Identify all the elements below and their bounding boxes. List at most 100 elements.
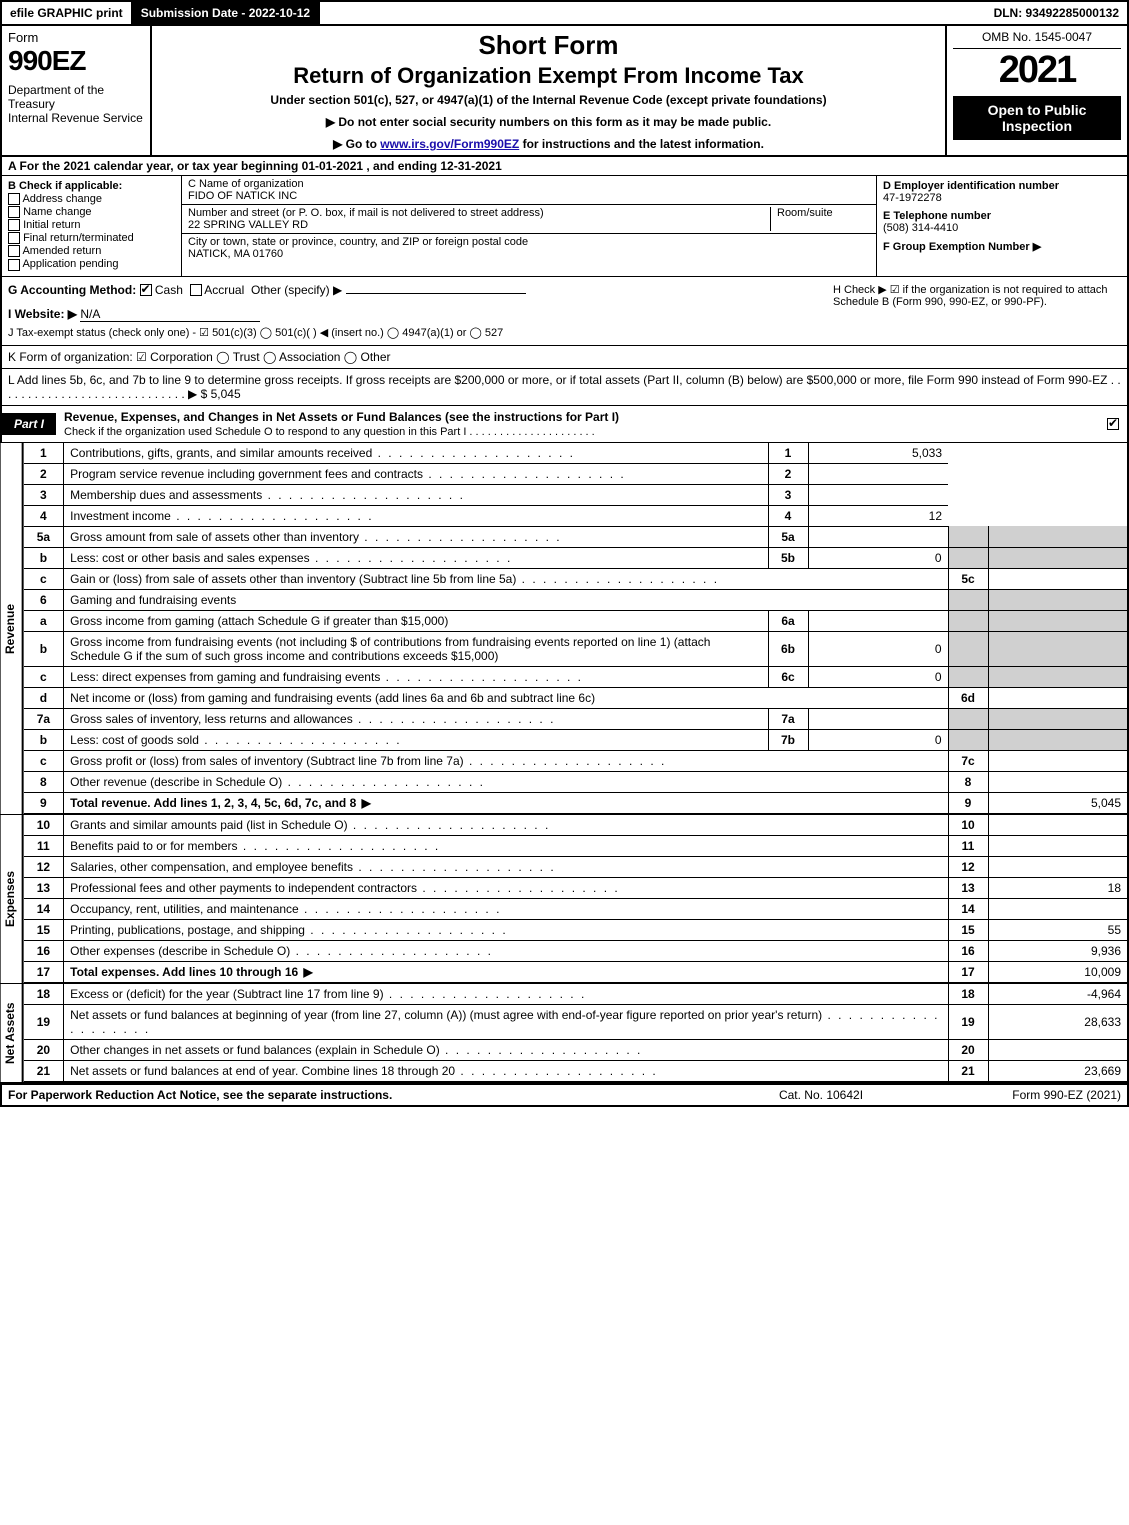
expenses-table: 10Grants and similar amounts paid (list … [24, 815, 1129, 983]
row-9: 9Total revenue. Add lines 1, 2, 3, 4, 5c… [24, 792, 1128, 813]
line-i: I Website: ▶ N/A [8, 307, 821, 322]
city-value: NATICK, MA 01760 [188, 248, 870, 260]
line-g: G Accounting Method: Cash Accrual Other … [8, 283, 821, 297]
efile-label[interactable]: efile GRAPHIC print [2, 2, 133, 24]
form-number: 990EZ [8, 45, 144, 77]
row-20: 20Other changes in net assets or fund ba… [24, 1039, 1128, 1060]
form-header: Form 990EZ Department of the Treasury In… [0, 26, 1129, 157]
row-1: 1Contributions, gifts, grants, and simil… [24, 443, 1128, 464]
submission-date: Submission Date - 2022-10-12 [133, 2, 320, 24]
part1-header: Part I Revenue, Expenses, and Changes in… [0, 406, 1129, 443]
footer-right: Form 990-EZ (2021) [921, 1088, 1121, 1102]
chk-final-return[interactable]: Final return/terminated [8, 232, 175, 244]
row-8: 8Other revenue (describe in Schedule O)8 [24, 771, 1128, 792]
city-label: City or town, state or province, country… [188, 236, 870, 248]
row-14: 14Occupancy, rent, utilities, and mainte… [24, 898, 1128, 919]
row-5c: cGain or (loss) from sale of assets othe… [24, 568, 1128, 589]
revenue-table: 1Contributions, gifts, grants, and simil… [24, 443, 1129, 814]
netassets-section: Net Assets 18Excess or (deficit) for the… [0, 984, 1129, 1084]
footer-center: Cat. No. 10642I [721, 1088, 921, 1102]
row-7b: bLess: cost of goods sold7b0 [24, 729, 1128, 750]
row-13: 13Professional fees and other payments t… [24, 877, 1128, 898]
row-7a: 7aGross sales of inventory, less returns… [24, 708, 1128, 729]
netassets-table: 18Excess or (deficit) for the year (Subt… [24, 984, 1129, 1082]
part1-checkbox[interactable] [1099, 413, 1127, 435]
row-12: 12Salaries, other compensation, and empl… [24, 856, 1128, 877]
chk-amended-return[interactable]: Amended return [8, 245, 175, 257]
header-center: Short Form Return of Organization Exempt… [152, 26, 947, 155]
part1-tag: Part I [2, 413, 56, 435]
line-k: K Form of organization: ☑ Corporation ◯ … [0, 346, 1129, 369]
part1-check-line: Check if the organization used Schedule … [64, 426, 595, 438]
row-16: 16Other expenses (describe in Schedule O… [24, 940, 1128, 961]
row-6: 6Gaming and fundraising events [24, 589, 1128, 610]
tel-label: E Telephone number [883, 210, 1121, 222]
org-name-label: C Name of organization [188, 178, 870, 190]
irs-link[interactable]: www.irs.gov/Form990EZ [380, 137, 519, 151]
row-15: 15Printing, publications, postage, and s… [24, 919, 1128, 940]
chk-name-change[interactable]: Name change [8, 206, 175, 218]
tax-year: 2021 [953, 49, 1121, 92]
box-b-header: B Check if applicable: [8, 180, 175, 192]
page-footer: For Paperwork Reduction Act Notice, see … [0, 1084, 1129, 1107]
org-name-cell: C Name of organization FIDO OF NATICK IN… [182, 176, 876, 205]
row-5a: 5aGross amount from sale of assets other… [24, 526, 1128, 547]
expenses-sidelabel: Expenses [0, 815, 24, 983]
row-10: 10Grants and similar amounts paid (list … [24, 815, 1128, 836]
row-6a: aGross income from gaming (attach Schedu… [24, 610, 1128, 631]
note2-pre: ▶ Go to [333, 137, 380, 151]
street-value: 22 SPRING VALLEY RD [188, 219, 770, 231]
website-label: I Website: ▶ [8, 307, 77, 321]
other-specify-input[interactable] [346, 293, 526, 294]
chk-address-change[interactable]: Address change [8, 193, 175, 205]
row-6c: cLess: direct expenses from gaming and f… [24, 666, 1128, 687]
box-b: B Check if applicable: Address change Na… [2, 176, 182, 276]
line-h: H Check ▶ ☑ if the organization is not r… [827, 277, 1127, 345]
row-3: 3Membership dues and assessments3 [24, 484, 1128, 505]
revenue-section: Revenue 1Contributions, gifts, grants, a… [0, 443, 1129, 815]
spacer [320, 2, 985, 24]
box-c: C Name of organization FIDO OF NATICK IN… [182, 176, 877, 276]
part1-title: Revenue, Expenses, and Changes in Net As… [56, 406, 1099, 442]
header-left: Form 990EZ Department of the Treasury In… [2, 26, 152, 155]
netassets-sidelabel: Net Assets [0, 984, 24, 1082]
ssn-warning: ▶ Do not enter social security numbers o… [160, 115, 937, 129]
tel-value: (508) 314-4410 [883, 222, 1121, 234]
accrual-label: Accrual [204, 283, 244, 297]
line-l: L Add lines 5b, 6c, and 7b to line 9 to … [0, 369, 1129, 406]
row-18: 18Excess or (deficit) for the year (Subt… [24, 984, 1128, 1005]
block-g-left: G Accounting Method: Cash Accrual Other … [2, 277, 827, 345]
chk-application-pending[interactable]: Application pending [8, 258, 175, 270]
street-cell: Number and street (or P. O. box, if mail… [182, 205, 876, 234]
ein-label: D Employer identification number [883, 180, 1121, 192]
header-right: OMB No. 1545-0047 2021 Open to Public In… [947, 26, 1127, 155]
row-17: 17Total expenses. Add lines 10 through 1… [24, 961, 1128, 982]
public-inspection-badge: Open to Public Inspection [953, 96, 1121, 140]
dept-label: Department of the Treasury Internal Reve… [8, 83, 144, 125]
line-j: J Tax-exempt status (check only one) - ☑… [8, 326, 821, 339]
footer-left: For Paperwork Reduction Act Notice, see … [8, 1088, 721, 1102]
short-form-title: Short Form [160, 30, 937, 61]
chk-initial-return[interactable]: Initial return [8, 219, 175, 231]
box-def: D Employer identification number 47-1972… [877, 176, 1127, 276]
block-gh: G Accounting Method: Cash Accrual Other … [0, 277, 1129, 346]
chk-accrual[interactable] [190, 284, 202, 296]
expenses-section: Expenses 10Grants and similar amounts pa… [0, 815, 1129, 984]
line-g-label: G Accounting Method: [8, 283, 136, 297]
ein-value: 47-1972278 [883, 192, 1121, 204]
row-19: 19Net assets or fund balances at beginni… [24, 1004, 1128, 1039]
row-2: 2Program service revenue including gover… [24, 463, 1128, 484]
form-word: Form [8, 30, 144, 45]
row-6b: bGross income from fundraising events (n… [24, 631, 1128, 666]
org-name: FIDO OF NATICK INC [188, 190, 870, 202]
note2-post: for instructions and the latest informat… [519, 137, 764, 151]
instructions-link-line: ▶ Go to www.irs.gov/Form990EZ for instru… [160, 137, 937, 151]
chk-cash[interactable] [140, 284, 152, 296]
top-bar: efile GRAPHIC print Submission Date - 20… [0, 0, 1129, 26]
website-value: N/A [80, 307, 260, 322]
row-11: 11Benefits paid to or for members11 [24, 835, 1128, 856]
row-4: 4Investment income412 [24, 505, 1128, 526]
room-label: Room/suite [777, 207, 870, 219]
row-7c: cGross profit or (loss) from sales of in… [24, 750, 1128, 771]
row-6d: dNet income or (loss) from gaming and fu… [24, 687, 1128, 708]
